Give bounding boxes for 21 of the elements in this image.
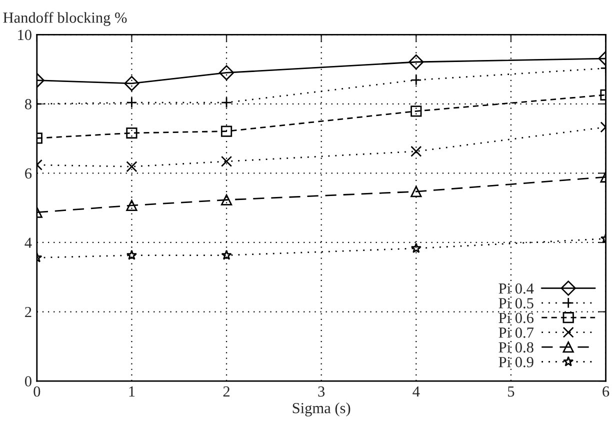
legend-label: Pi 0.6 — [498, 312, 534, 324]
x-tick-label: 4 — [412, 386, 420, 396]
legend-label: Pi 0.4 — [498, 283, 534, 294]
legend-label: Pi 0.9 — [498, 356, 534, 368]
y-tick-label: 2 — [25, 306, 32, 318]
y-tick-label: 6 — [25, 168, 32, 179]
x-tick-label: 3 — [318, 386, 325, 397]
y-tick-label: 4 — [24, 238, 32, 248]
legend-label: Pi 0.5 — [498, 298, 534, 308]
x-tick-label: 5 — [508, 386, 514, 397]
x-tick-label: 6 — [602, 386, 610, 397]
x-tick-label: 2 — [223, 386, 230, 396]
y-axis-title: Handoff blocking % — [3, 12, 127, 26]
legend-label: Pi 0.8 — [498, 342, 534, 353]
x-tick-label: 1 — [129, 386, 135, 396]
x-axis-title: Sigma (s) — [292, 402, 350, 416]
y-tick-label: 0 — [24, 376, 32, 386]
y-tick-label: 10 — [18, 30, 32, 40]
x-tick-label: 0 — [34, 386, 40, 397]
y-tick-label: 8 — [24, 99, 32, 110]
legend-label: Pi 0.7 — [498, 328, 534, 338]
